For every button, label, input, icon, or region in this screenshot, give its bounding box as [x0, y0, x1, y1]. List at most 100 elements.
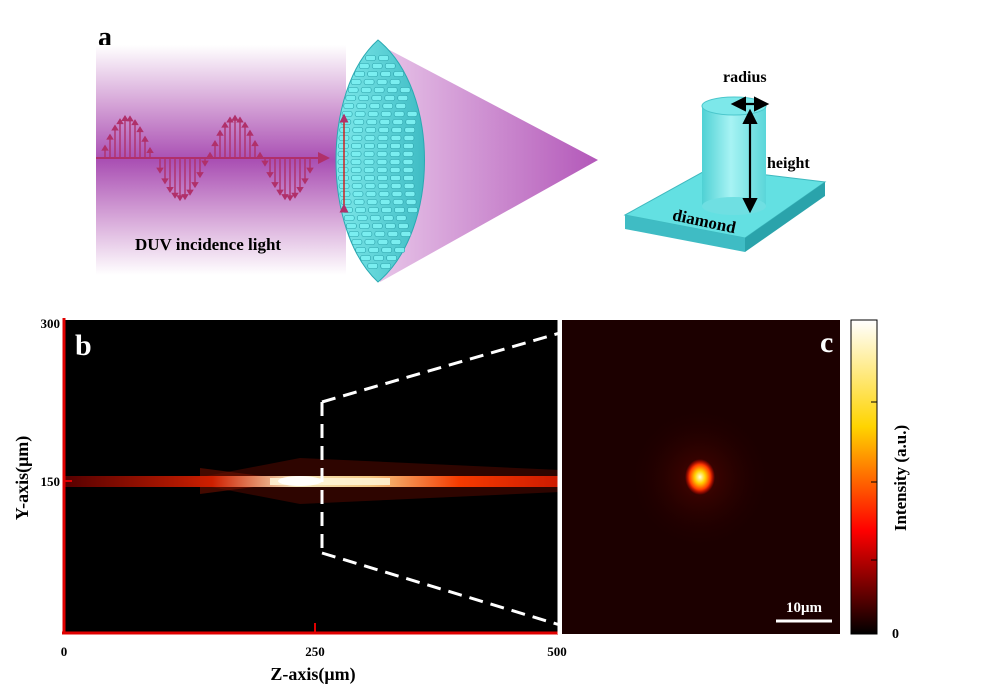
focusing-cone — [380, 45, 598, 282]
colorbar-gradient — [850, 319, 878, 635]
polarization-vector-head — [111, 124, 119, 131]
lens-nanopillar — [360, 87, 372, 93]
lens-nanopillar — [350, 151, 362, 157]
lens-nanopillar — [363, 167, 375, 173]
lens-nanopillar — [395, 103, 407, 109]
lens-nanopillar — [364, 175, 375, 181]
lens-nanopillar — [372, 223, 383, 229]
lens-nanopillar — [351, 175, 362, 181]
lens-nanopillar — [365, 191, 377, 197]
lens-nanopillar — [337, 151, 349, 157]
lens-nanopillar — [352, 127, 364, 133]
focal-spot — [685, 459, 715, 495]
focal-hotspot — [278, 476, 322, 486]
lens-nanopillar — [394, 207, 405, 213]
lens-nanopillar — [405, 199, 417, 205]
panel-b-label: b — [75, 329, 92, 362]
polarization-vector-head — [171, 192, 179, 199]
polarization-vector-head — [261, 160, 269, 167]
lens-nanopillar — [402, 167, 414, 173]
lens-nanopillar — [366, 119, 378, 125]
lens-nanopillar — [379, 199, 391, 205]
lens-nanopillar — [363, 79, 375, 85]
lens-nanopillar — [361, 231, 373, 237]
lens-nanopillar — [389, 167, 401, 173]
polarization-vector-head — [271, 182, 279, 189]
lens-nanopillar — [377, 143, 388, 149]
lens-nanopillar — [392, 119, 404, 125]
y-tick-300: 300 — [41, 316, 61, 331]
lens-nanopillar — [407, 207, 418, 213]
lens-nanopillar — [397, 95, 409, 101]
lens-nanopillar — [355, 247, 367, 253]
polarization-vector-head — [246, 129, 254, 136]
lens-nanopillar — [342, 207, 353, 213]
lens-nanopillar — [365, 55, 376, 61]
lens-nanopillar — [368, 247, 380, 253]
lens-nanopillar — [380, 263, 392, 269]
colorbar-ticks — [871, 401, 877, 561]
polarization-vector-head — [206, 151, 214, 158]
panel-c-label: c — [820, 326, 833, 359]
lens-nanopillar — [382, 215, 394, 221]
lens-nanopillar — [378, 55, 389, 61]
lens-nanopillar — [350, 159, 362, 165]
colorbar-min-label: 0 — [892, 627, 899, 642]
lens-nanopillar — [369, 215, 381, 221]
lens-nanopillar — [354, 71, 365, 77]
lens-nanopillar — [393, 71, 404, 77]
lens-nanopillar — [387, 231, 399, 237]
lens-nanopillar — [364, 183, 376, 189]
lens-nanopillar — [402, 159, 414, 165]
lens-nanopillar — [399, 87, 411, 93]
lens-nanopillar — [354, 111, 366, 117]
polarization-vector-head — [186, 189, 194, 196]
lens-nanopillar — [364, 143, 375, 149]
lens-nanopillar — [371, 95, 383, 101]
polarization-vector-head — [241, 121, 249, 128]
lens-nanopillar — [381, 247, 393, 253]
lens-nanopillar — [377, 239, 389, 245]
lens-nanopillar — [377, 175, 388, 181]
lens-nanopillar — [391, 191, 403, 197]
x-tick-250: 250 — [305, 644, 325, 659]
polarization-vector-head — [106, 133, 114, 140]
lens-nanopillar — [378, 191, 390, 197]
lens-nanopillar — [343, 215, 355, 221]
substrate-side-left — [625, 215, 745, 252]
lens-nanopillar — [355, 207, 366, 213]
polarization-vector-head — [301, 178, 309, 185]
lens-nanopillar — [365, 127, 377, 133]
polarization-vector-head — [306, 167, 314, 174]
lens-nanopillar — [369, 103, 381, 109]
light-wave — [96, 114, 330, 202]
lens-nanopillar — [395, 215, 407, 221]
panel-b: b 300 150 0 250 500 Z-axis(μm) Y-axis(μm… — [12, 316, 567, 685]
lens-nanopillar — [340, 199, 352, 205]
polarization-vector-head — [201, 160, 209, 167]
lens-nanopillar — [404, 127, 416, 133]
lens-nanopillar — [403, 143, 414, 149]
lens-nanopillar — [351, 183, 363, 189]
lens-nanopillar — [350, 167, 362, 173]
lens-nanopillar — [339, 191, 351, 197]
lens-nanopillar — [389, 79, 401, 85]
incidence-label: DUV incidence light — [135, 235, 281, 254]
lens-nanopillar — [390, 143, 401, 149]
lens-nanopillar — [376, 159, 388, 165]
lens-nanopillar — [378, 127, 390, 133]
lens-nanopillar — [382, 103, 394, 109]
polarization-vector-head — [216, 129, 224, 136]
lens-nanopillar — [389, 159, 401, 165]
lens-nanopillar — [379, 119, 391, 125]
lens-nanopillar — [390, 183, 402, 189]
scale-bar-label: 10μm — [786, 600, 823, 616]
polarization-vector-head — [161, 178, 169, 185]
lens-nanopillar — [376, 167, 388, 173]
lens-nanopillar — [356, 103, 368, 109]
lens-nanopillar — [367, 263, 379, 269]
nanopillar-unit-cell: radius height diamond — [623, 69, 827, 252]
x-axis-label: Z-axis(μm) — [270, 664, 355, 685]
polarization-vector-head — [101, 144, 109, 151]
